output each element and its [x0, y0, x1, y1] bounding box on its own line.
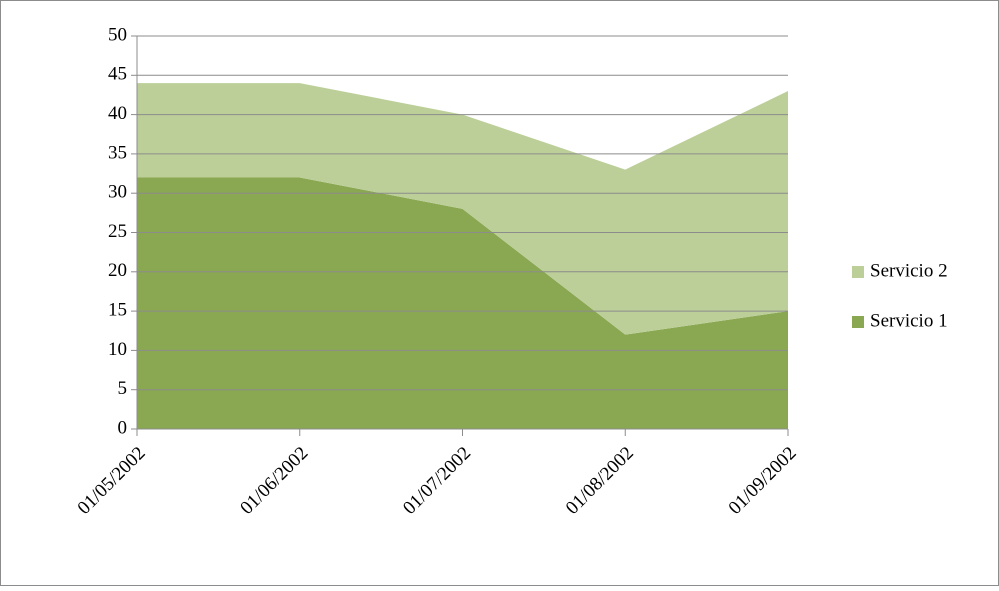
- y-tick-label: 10: [108, 339, 127, 360]
- legend-label: Servicio 1: [870, 310, 948, 331]
- y-tick-label: 25: [108, 221, 127, 242]
- y-tick-label: 50: [108, 24, 127, 45]
- y-tick-label: 40: [108, 103, 127, 124]
- legend-label: Servicio 2: [870, 260, 948, 281]
- y-tick-label: 35: [108, 142, 127, 163]
- y-tick-label: 30: [108, 182, 127, 203]
- y-tick-label: 0: [118, 417, 128, 438]
- y-tick-label: 5: [118, 378, 128, 399]
- legend-swatch: [852, 316, 864, 328]
- area: [137, 177, 788, 429]
- y-tick-label: 45: [108, 64, 127, 85]
- y-tick-label: 20: [108, 260, 127, 281]
- y-tick-label: 15: [108, 299, 127, 320]
- legend-swatch: [852, 266, 864, 278]
